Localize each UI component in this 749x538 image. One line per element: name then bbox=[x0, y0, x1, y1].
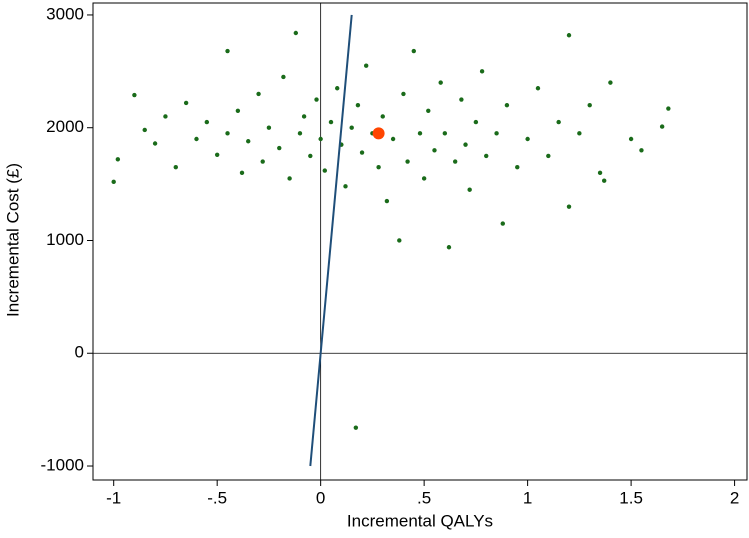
point bbox=[535, 86, 541, 91]
point bbox=[504, 102, 510, 108]
point bbox=[467, 187, 472, 192]
point bbox=[163, 114, 168, 119]
point bbox=[515, 164, 520, 170]
x-tick-label: .5 bbox=[417, 488, 431, 507]
point bbox=[426, 108, 431, 114]
y-tick-label: -1000 bbox=[41, 456, 84, 475]
point bbox=[204, 119, 210, 125]
point bbox=[463, 142, 468, 147]
point bbox=[301, 114, 307, 119]
y-tick-label: 2000 bbox=[46, 117, 84, 136]
y-tick-label: 3000 bbox=[46, 4, 84, 23]
point bbox=[349, 125, 354, 130]
point bbox=[659, 124, 665, 129]
threshold-line bbox=[309, 14, 353, 467]
point bbox=[587, 102, 592, 108]
point bbox=[479, 69, 485, 74]
point bbox=[546, 153, 551, 159]
point bbox=[225, 48, 230, 54]
point bbox=[142, 127, 147, 133]
x-tick-label: 1 bbox=[523, 488, 532, 507]
point bbox=[446, 245, 452, 250]
point bbox=[397, 238, 402, 243]
point bbox=[601, 178, 607, 183]
x-axis-label: Incremental QALYs bbox=[347, 511, 493, 530]
point bbox=[293, 30, 299, 36]
x-tick-label: 1.5 bbox=[619, 488, 643, 507]
point bbox=[183, 100, 189, 106]
point bbox=[442, 131, 448, 136]
point bbox=[281, 74, 286, 80]
point bbox=[260, 159, 265, 164]
point bbox=[432, 148, 437, 153]
point bbox=[666, 106, 671, 111]
point bbox=[353, 425, 359, 430]
point bbox=[597, 170, 603, 176]
point bbox=[363, 63, 369, 68]
y-tick-label: 1000 bbox=[46, 230, 84, 249]
point bbox=[256, 91, 261, 97]
point bbox=[417, 131, 423, 136]
point bbox=[287, 176, 292, 181]
point bbox=[277, 145, 282, 151]
point bbox=[438, 80, 443, 85]
x-tick-label: 0 bbox=[316, 488, 325, 507]
y-axis-label: Incremental Cost (£) bbox=[3, 163, 22, 317]
y-tick-label: 0 bbox=[75, 343, 84, 362]
point bbox=[239, 170, 245, 176]
point bbox=[494, 131, 499, 136]
point bbox=[452, 159, 458, 164]
point bbox=[318, 136, 323, 142]
point bbox=[628, 136, 634, 142]
mean-point bbox=[372, 127, 385, 140]
point bbox=[308, 153, 313, 159]
point bbox=[384, 198, 390, 204]
point bbox=[405, 159, 410, 164]
point bbox=[500, 221, 505, 226]
x-tick-label: 2 bbox=[730, 488, 739, 507]
point bbox=[314, 97, 319, 102]
point bbox=[401, 91, 406, 97]
point bbox=[484, 153, 489, 159]
point bbox=[194, 136, 199, 142]
point bbox=[380, 114, 385, 119]
point bbox=[214, 152, 220, 157]
point bbox=[328, 119, 334, 125]
point bbox=[246, 139, 251, 144]
point bbox=[335, 86, 340, 91]
point bbox=[132, 92, 137, 98]
point bbox=[359, 150, 365, 155]
point bbox=[152, 141, 158, 146]
point bbox=[115, 157, 121, 162]
point bbox=[355, 102, 361, 108]
point bbox=[577, 131, 582, 136]
plot-frame bbox=[92, 2, 748, 481]
point bbox=[556, 119, 561, 125]
point bbox=[639, 148, 644, 153]
x-tick-label: -.5 bbox=[207, 488, 227, 507]
point bbox=[525, 136, 530, 142]
point bbox=[459, 97, 464, 102]
point bbox=[173, 164, 178, 170]
point bbox=[225, 131, 230, 136]
point bbox=[566, 33, 572, 38]
point bbox=[411, 48, 416, 54]
point bbox=[343, 184, 348, 189]
point bbox=[608, 80, 613, 85]
x-tick-label: -1 bbox=[106, 488, 121, 507]
point bbox=[473, 119, 479, 125]
point bbox=[297, 131, 303, 136]
point bbox=[235, 108, 241, 114]
point bbox=[266, 125, 272, 130]
point bbox=[111, 179, 116, 185]
point bbox=[322, 168, 327, 173]
point bbox=[421, 176, 427, 181]
point bbox=[566, 204, 572, 209]
point bbox=[376, 164, 381, 170]
point bbox=[390, 136, 396, 142]
